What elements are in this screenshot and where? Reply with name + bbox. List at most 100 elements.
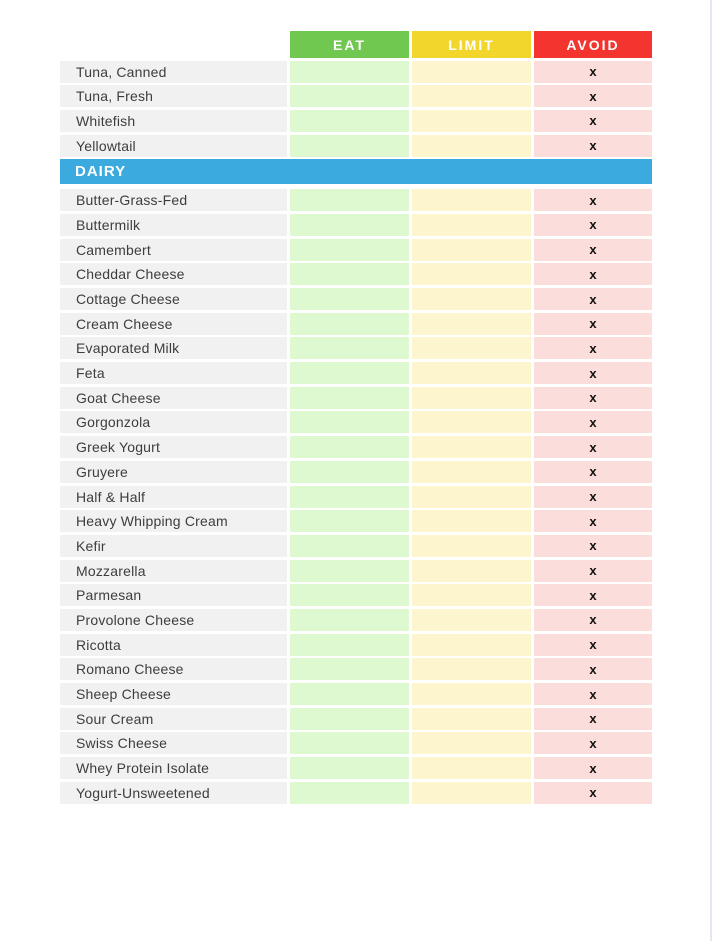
avoid-cell: x — [534, 732, 652, 755]
food-name-cell: Yellowtail — [60, 134, 287, 157]
column-header-limit: LIMIT — [412, 31, 531, 58]
table-row: Whey Protein Isolate x — [60, 757, 652, 780]
avoid-cell: x — [534, 658, 652, 681]
eat-cell — [290, 757, 409, 780]
eat-cell — [290, 386, 409, 409]
table-row: Yellowtail x — [60, 134, 652, 157]
food-name-cell: Evaporated Milk — [60, 337, 287, 360]
food-name-cell: Provolone Cheese — [60, 608, 287, 631]
limit-cell — [412, 633, 531, 656]
food-name-cell: Cheddar Cheese — [60, 263, 287, 286]
table-row: Kefir x — [60, 534, 652, 557]
eat-cell — [290, 510, 409, 533]
eat-cell — [290, 109, 409, 132]
eat-cell — [290, 633, 409, 656]
avoid-cell: x — [534, 608, 652, 631]
limit-cell — [412, 213, 531, 236]
food-name-cell: Heavy Whipping Cream — [60, 510, 287, 533]
avoid-cell: x — [534, 633, 652, 656]
food-name-cell: Kefir — [60, 534, 287, 557]
avoid-cell: x — [534, 534, 652, 557]
eat-cell — [290, 436, 409, 459]
avoid-cell: x — [534, 312, 652, 335]
eat-cell — [290, 658, 409, 681]
food-name-cell: Ricotta — [60, 633, 287, 656]
avoid-cell: x — [534, 584, 652, 607]
limit-cell — [412, 584, 531, 607]
limit-cell — [412, 658, 531, 681]
table-row: Provolone Cheese x — [60, 608, 652, 631]
table-row: Sour Cream x — [60, 707, 652, 730]
food-name-cell: Half & Half — [60, 485, 287, 508]
limit-cell — [412, 288, 531, 310]
food-name-cell: Butter-Grass-Fed — [60, 189, 287, 212]
limit-cell — [412, 337, 531, 360]
avoid-cell: x — [534, 263, 652, 286]
avoid-cell: x — [534, 559, 652, 582]
food-name-cell: Sheep Cheese — [60, 683, 287, 705]
food-name-cell: Tuna, Canned — [60, 60, 287, 83]
food-name-cell: Cream Cheese — [60, 312, 287, 335]
limit-cell — [412, 312, 531, 335]
eat-cell — [290, 238, 409, 261]
food-name-cell: Parmesan — [60, 584, 287, 607]
eat-cell — [290, 732, 409, 755]
eat-cell — [290, 288, 409, 310]
avoid-cell: x — [534, 85, 652, 108]
eat-cell — [290, 312, 409, 335]
table-row: Romano Cheese x — [60, 658, 652, 681]
table-row: Cottage Cheese x — [60, 288, 652, 310]
eat-cell — [290, 608, 409, 631]
table-row: Butter-Grass-Fed x — [60, 189, 652, 212]
food-name-cell: Whitefish — [60, 109, 287, 132]
food-name-cell: Gorgonzola — [60, 411, 287, 434]
avoid-cell: x — [534, 362, 652, 385]
table-row: Camembert x — [60, 238, 652, 261]
limit-cell — [412, 510, 531, 533]
limit-cell — [412, 460, 531, 483]
limit-cell — [412, 362, 531, 385]
food-name-cell: Tuna, Fresh — [60, 85, 287, 108]
table-row: Swiss Cheese x — [60, 732, 652, 755]
column-header-row: EAT LIMIT AVOID — [60, 31, 652, 58]
limit-cell — [412, 683, 531, 705]
avoid-cell: x — [534, 386, 652, 409]
table-row: Heavy Whipping Cream x — [60, 510, 652, 533]
table-row: Evaporated Milk x — [60, 337, 652, 360]
table-rows: Tuna, Canned x Tuna, Fresh x Whitefish x Yello… — [60, 60, 652, 804]
table-row: Half & Half x — [60, 485, 652, 508]
eat-cell — [290, 189, 409, 212]
limit-cell — [412, 134, 531, 157]
avoid-cell: x — [534, 189, 652, 212]
food-name-cell: Mozzarella — [60, 559, 287, 582]
food-name-cell: Cottage Cheese — [60, 288, 287, 310]
eat-cell — [290, 683, 409, 705]
section-header-dairy: DAIRY — [60, 159, 652, 185]
limit-cell — [412, 534, 531, 557]
food-name-cell: Yogurt-Unsweetened — [60, 781, 287, 804]
avoid-cell: x — [534, 337, 652, 360]
limit-cell — [412, 485, 531, 508]
eat-cell — [290, 337, 409, 360]
eat-cell — [290, 362, 409, 385]
food-name-cell: Greek Yogurt — [60, 436, 287, 459]
page-edge-line — [710, 0, 712, 941]
column-header-eat: EAT — [290, 31, 409, 58]
eat-cell — [290, 485, 409, 508]
eat-cell — [290, 707, 409, 730]
table-row: Cheddar Cheese x — [60, 263, 652, 286]
table-row: Feta x — [60, 362, 652, 385]
table-row: Tuna, Fresh x — [60, 85, 652, 108]
avoid-cell: x — [534, 460, 652, 483]
table-row: Goat Cheese x — [60, 386, 652, 409]
eat-cell — [290, 263, 409, 286]
eat-cell — [290, 85, 409, 108]
limit-cell — [412, 608, 531, 631]
table-row: Buttermilk x — [60, 213, 652, 236]
limit-cell — [412, 757, 531, 780]
eat-cell — [290, 584, 409, 607]
limit-cell — [412, 386, 531, 409]
food-table: EAT LIMIT AVOID Tuna, Canned x Tuna, Fresh… — [60, 31, 652, 806]
avoid-cell: x — [534, 411, 652, 434]
eat-cell — [290, 411, 409, 434]
